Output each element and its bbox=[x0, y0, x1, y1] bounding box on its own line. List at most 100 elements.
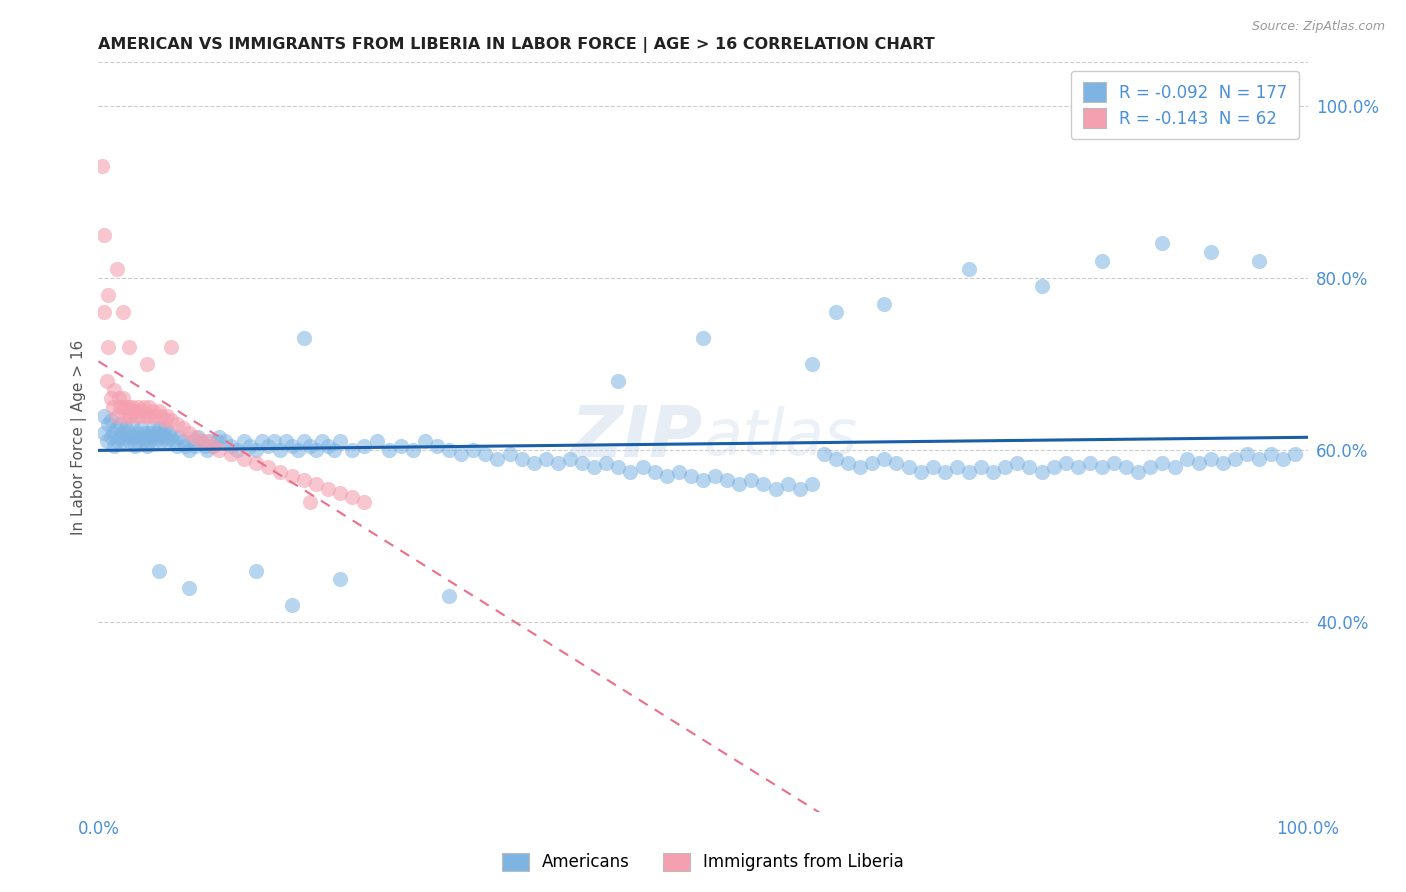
Point bbox=[274, 434, 297, 449]
Legend: Americans, Immigrants from Liberia: Americans, Immigrants from Liberia bbox=[495, 847, 911, 878]
Point bbox=[143, 434, 166, 449]
Point bbox=[583, 460, 606, 475]
Point bbox=[132, 434, 155, 449]
Point bbox=[169, 430, 191, 444]
Point bbox=[97, 340, 120, 354]
Point bbox=[96, 434, 118, 449]
Point bbox=[957, 262, 980, 277]
Point bbox=[142, 404, 165, 418]
Point bbox=[607, 374, 630, 388]
Point bbox=[316, 439, 339, 453]
Point bbox=[148, 430, 170, 444]
Point bbox=[195, 442, 218, 457]
Point bbox=[153, 421, 176, 435]
Point bbox=[194, 439, 217, 453]
Point bbox=[245, 456, 267, 470]
Point bbox=[256, 439, 278, 453]
Point bbox=[776, 477, 799, 491]
Point bbox=[897, 460, 920, 475]
Point bbox=[121, 417, 143, 432]
Point bbox=[474, 447, 496, 461]
Point bbox=[269, 465, 291, 479]
Point bbox=[353, 494, 375, 508]
Point bbox=[934, 465, 956, 479]
Point bbox=[263, 434, 285, 449]
Point bbox=[160, 413, 183, 427]
Point bbox=[921, 460, 943, 475]
Point bbox=[1199, 244, 1222, 259]
Point bbox=[115, 421, 138, 435]
Point bbox=[121, 400, 143, 414]
Point bbox=[595, 456, 617, 470]
Point bbox=[323, 442, 346, 457]
Point bbox=[1249, 253, 1271, 268]
Point bbox=[692, 473, 714, 487]
Point bbox=[305, 477, 328, 491]
Point bbox=[118, 400, 141, 414]
Point bbox=[127, 409, 149, 423]
Point bbox=[558, 451, 581, 466]
Point bbox=[135, 430, 157, 444]
Point bbox=[232, 434, 254, 449]
Point bbox=[105, 409, 128, 423]
Point bbox=[124, 404, 146, 418]
Point bbox=[837, 456, 859, 470]
Point bbox=[195, 434, 218, 449]
Point bbox=[105, 434, 128, 449]
Point bbox=[1102, 456, 1125, 470]
Point bbox=[1018, 460, 1040, 475]
Point bbox=[118, 340, 141, 354]
Point bbox=[692, 331, 714, 345]
Point bbox=[437, 590, 460, 604]
Point bbox=[1115, 460, 1137, 475]
Point bbox=[329, 486, 352, 500]
Point bbox=[108, 400, 131, 414]
Point bbox=[139, 409, 162, 423]
Point bbox=[179, 581, 201, 595]
Point bbox=[162, 434, 184, 449]
Point bbox=[329, 434, 352, 449]
Point bbox=[93, 425, 115, 440]
Point bbox=[153, 430, 176, 444]
Point bbox=[245, 442, 267, 457]
Point bbox=[1152, 456, 1174, 470]
Point bbox=[174, 439, 197, 453]
Point bbox=[970, 460, 993, 475]
Point bbox=[342, 491, 364, 505]
Point bbox=[1128, 465, 1150, 479]
Point bbox=[825, 305, 848, 319]
Point bbox=[101, 400, 124, 414]
Point bbox=[910, 465, 932, 479]
Point bbox=[389, 439, 412, 453]
Point bbox=[179, 442, 201, 457]
Point bbox=[644, 465, 666, 479]
Point bbox=[299, 494, 322, 508]
Point bbox=[120, 409, 142, 423]
Point bbox=[619, 465, 641, 479]
Point bbox=[111, 400, 134, 414]
Point bbox=[111, 434, 134, 449]
Point bbox=[153, 413, 176, 427]
Point bbox=[250, 434, 273, 449]
Point bbox=[1031, 465, 1053, 479]
Point bbox=[463, 442, 485, 457]
Point bbox=[96, 374, 118, 388]
Point bbox=[413, 434, 436, 449]
Point bbox=[208, 430, 231, 444]
Point bbox=[765, 482, 787, 496]
Point bbox=[1152, 236, 1174, 251]
Point bbox=[353, 439, 375, 453]
Point bbox=[311, 434, 333, 449]
Point bbox=[1284, 447, 1306, 461]
Point bbox=[93, 227, 115, 242]
Point bbox=[1054, 456, 1077, 470]
Point bbox=[138, 400, 160, 414]
Point bbox=[150, 434, 173, 449]
Point bbox=[111, 305, 134, 319]
Point bbox=[132, 409, 155, 423]
Point bbox=[114, 430, 136, 444]
Point bbox=[946, 460, 969, 475]
Point bbox=[100, 430, 122, 444]
Point bbox=[813, 447, 835, 461]
Point bbox=[97, 288, 120, 302]
